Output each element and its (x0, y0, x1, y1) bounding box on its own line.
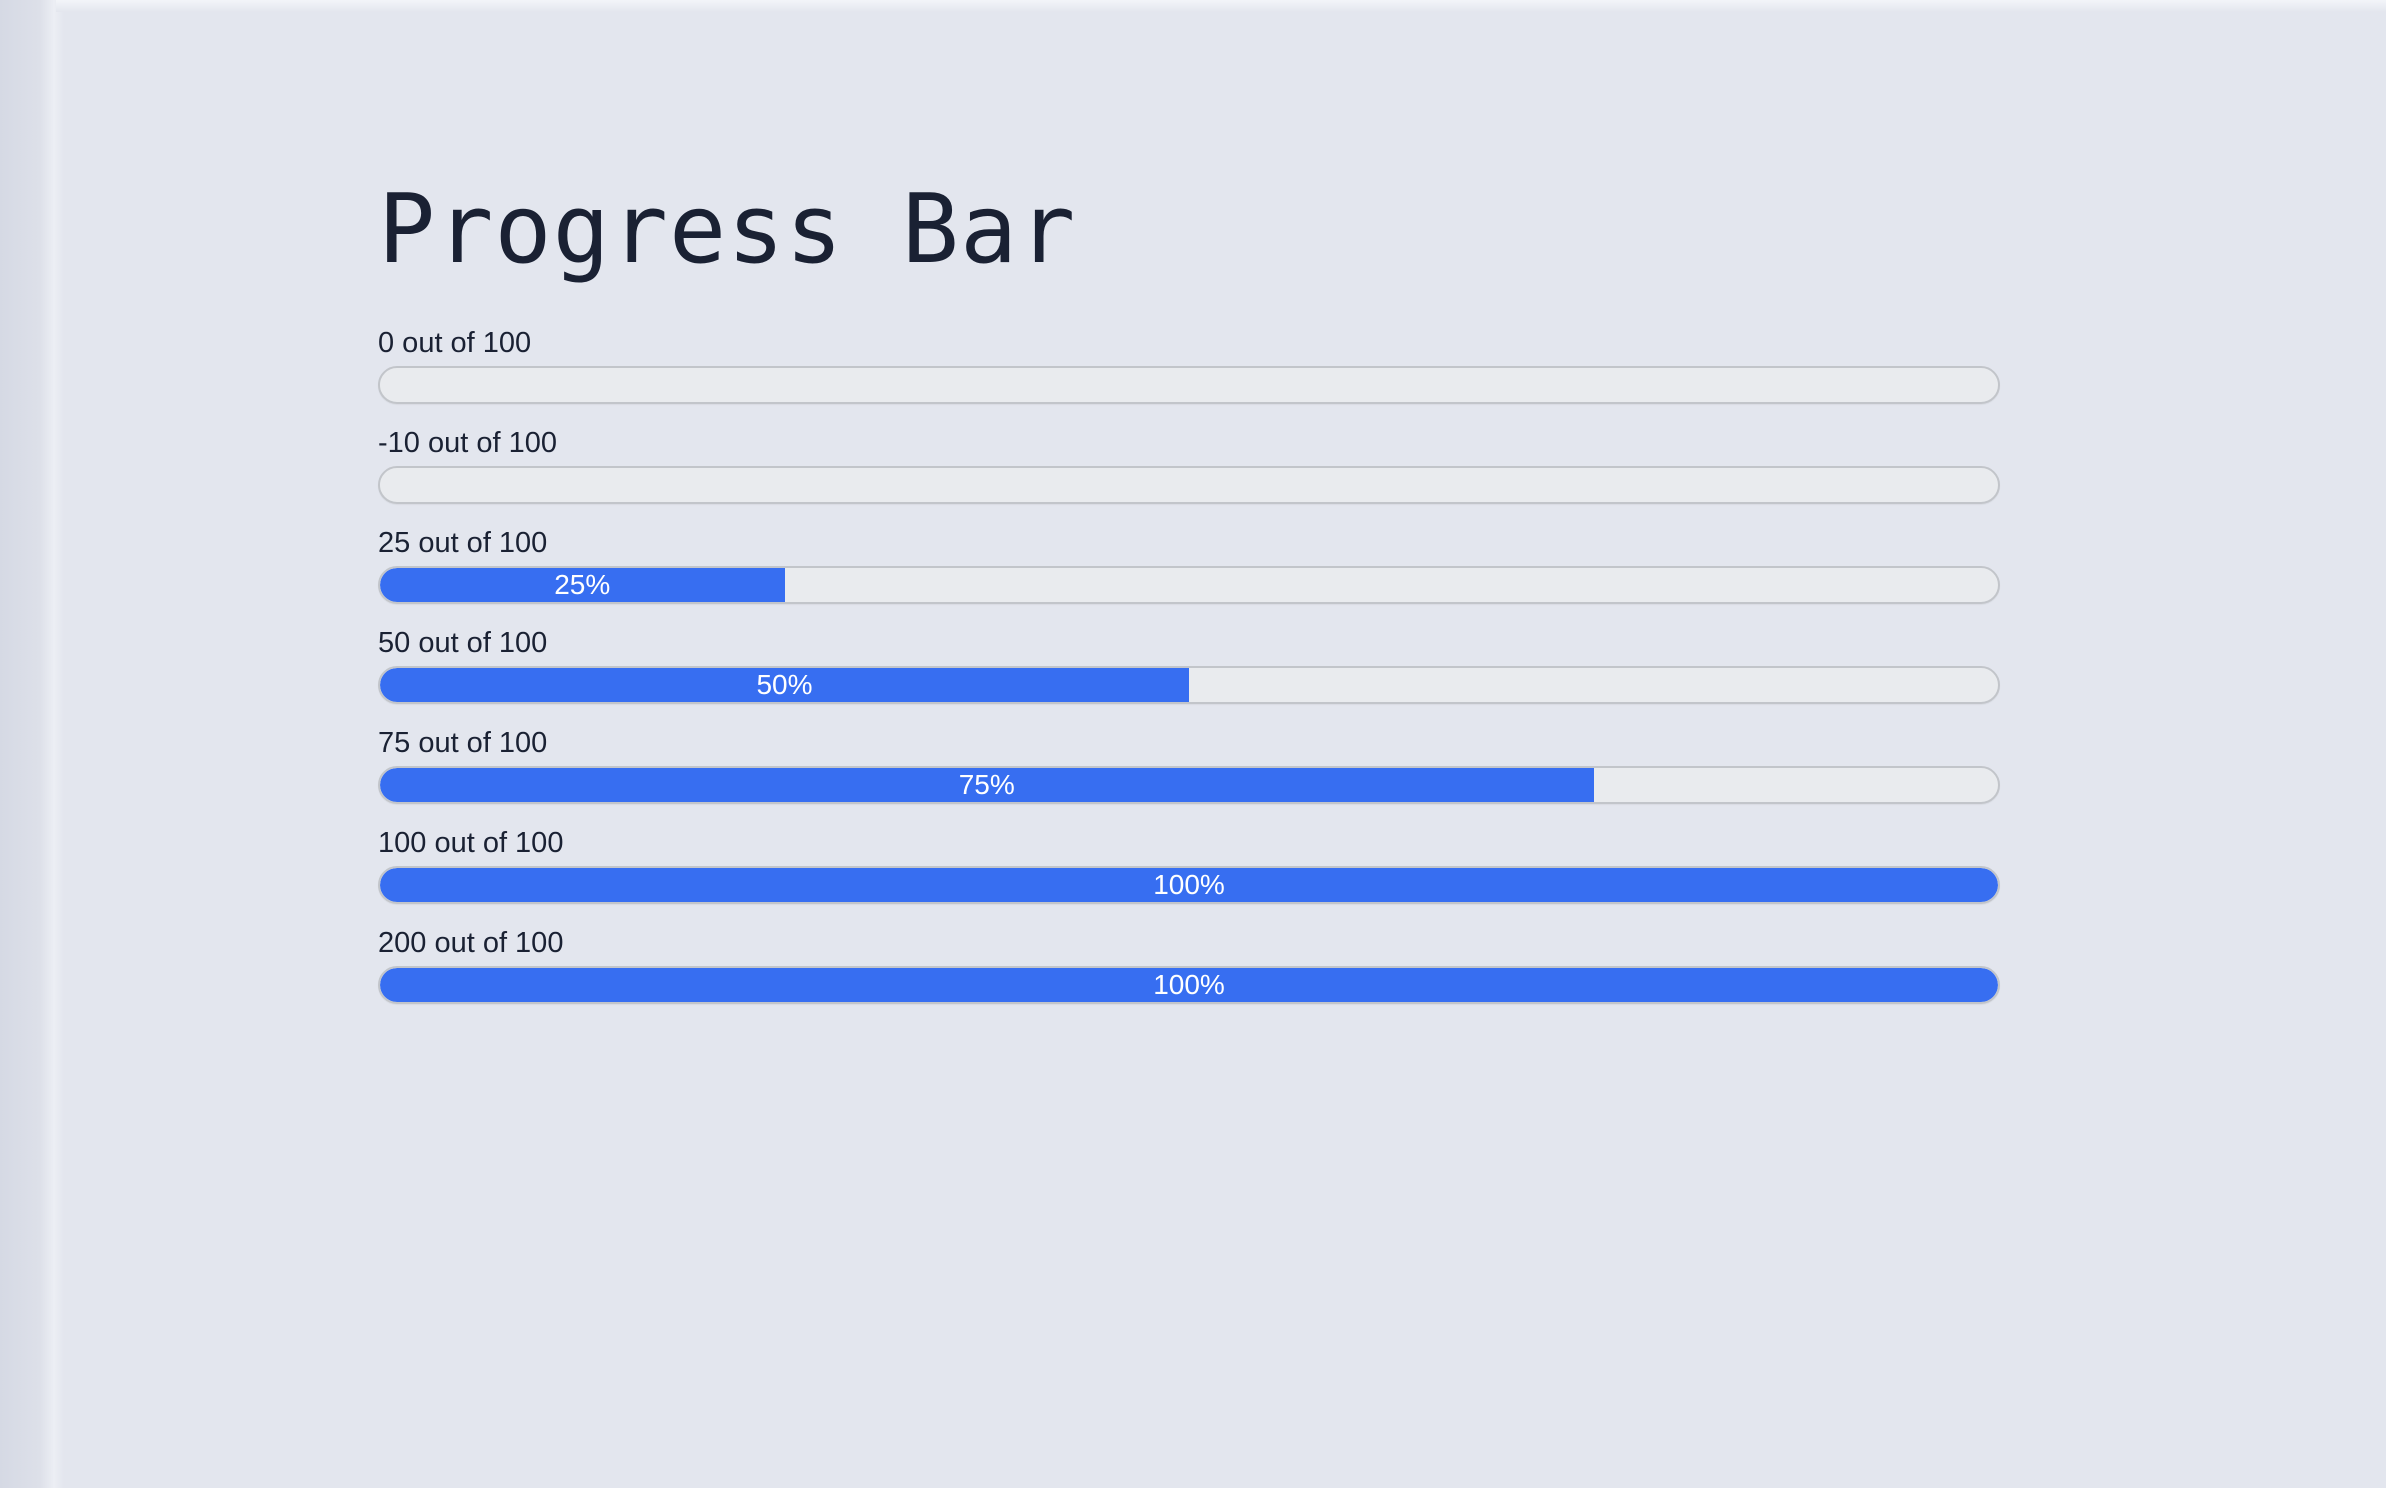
page-title: Progress Bar (378, 175, 1077, 285)
progress-percent-label: 100% (1153, 868, 1225, 900)
progress-group: 100 out of 100 100% (378, 827, 2000, 904)
progress-group: -10 out of 100 (378, 427, 2000, 504)
progress-bar-list: 0 out of 100 -10 out of 100 25 out of 10… (378, 327, 2000, 1004)
progress-label: -10 out of 100 (378, 426, 557, 459)
window-left-edge (0, 0, 64, 1488)
progress-percent-label: 25% (554, 568, 611, 600)
progress-label: 200 out of 100 (378, 926, 564, 959)
progress-track: 50% (378, 665, 2000, 704)
progress-track: 75% (378, 765, 2000, 804)
progress-label: 100 out of 100 (378, 826, 564, 859)
progress-track: 25% (378, 565, 2000, 604)
main-content: Progress Bar 0 out of 100 -10 out of 100… (378, 0, 2000, 1004)
progress-label: 0 out of 100 (378, 326, 532, 359)
progress-track (378, 465, 2000, 504)
progress-fill: 100% (380, 967, 1998, 1002)
progress-track: 100% (378, 965, 2000, 1004)
progress-track: 100% (378, 865, 2000, 904)
progress-percent-label: 100% (1153, 968, 1225, 1000)
progress-fill: 75% (380, 767, 1594, 802)
progress-group: 200 out of 100 100% (378, 927, 2000, 1004)
progress-group: 0 out of 100 (378, 327, 2000, 404)
progress-group: 75 out of 100 75% (378, 727, 2000, 804)
progress-group: 50 out of 100 50% (378, 627, 2000, 704)
progress-fill: 50% (380, 667, 1189, 702)
progress-label: 25 out of 100 (378, 526, 548, 559)
progress-group: 25 out of 100 25% (378, 527, 2000, 604)
progress-percent-label: 50% (756, 668, 813, 700)
progress-percent-label: 75% (958, 768, 1015, 800)
progress-track (378, 365, 2000, 404)
progress-fill: 100% (380, 867, 1998, 902)
progress-fill: 25% (380, 567, 785, 602)
progress-label: 50 out of 100 (378, 626, 548, 659)
progress-label: 75 out of 100 (378, 726, 548, 759)
